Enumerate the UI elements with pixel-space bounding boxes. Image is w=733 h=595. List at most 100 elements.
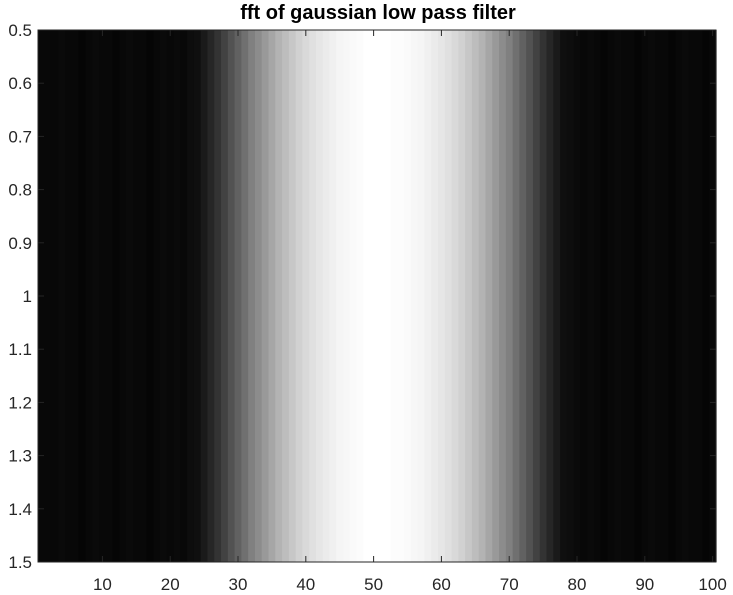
heatmap-cell (214, 30, 222, 562)
heatmap-cell (702, 30, 710, 562)
heatmap-cell (51, 30, 59, 562)
heatmap-cell (254, 30, 263, 562)
heatmap-cell (593, 30, 602, 562)
heatmap-cell (410, 30, 419, 562)
heatmap-cell (234, 30, 242, 562)
y-tick-label: 0.9 (8, 234, 32, 253)
heatmap-cell (78, 30, 87, 562)
x-tick-label: 50 (364, 575, 383, 594)
heatmap-cell (288, 30, 297, 562)
x-tick-label: 80 (568, 575, 587, 594)
heatmap-cell (329, 30, 337, 562)
heatmap-cell (383, 30, 392, 562)
heatmap-cell (607, 30, 615, 562)
heatmap-cell (465, 30, 473, 562)
heatmap-cell (160, 30, 168, 562)
heatmap-cell (71, 30, 80, 562)
heatmap-cell (682, 30, 690, 562)
heatmap-cell (526, 30, 534, 562)
heatmap-cell (139, 30, 148, 562)
y-tick-label: 1 (23, 287, 32, 306)
x-axis: 10 20 30 40 50 60 70 80 90 100 (93, 30, 727, 594)
heatmap-cell (349, 30, 358, 562)
heatmap-cell (587, 30, 595, 562)
heatmap-cell (478, 30, 487, 562)
heatmap-cell (573, 30, 581, 562)
heatmap-cell (499, 30, 507, 562)
heatmap-cell (227, 30, 236, 562)
y-tick-label: 0.7 (8, 127, 32, 146)
heatmap-cell (370, 30, 378, 562)
heatmap-cell (119, 30, 127, 562)
heatmap-cell (641, 30, 649, 562)
heatmap-cell (282, 30, 290, 562)
heatmap-cell (546, 30, 554, 562)
heatmap-cell (566, 30, 575, 562)
heatmap-cell (58, 30, 66, 562)
y-axis: 0.5 0.6 0.7 0.8 0.9 1 1.1 1.2 1.3 1.4 1.5 (8, 21, 716, 572)
heatmap-cell (336, 30, 344, 562)
heatmap-cell (444, 30, 453, 562)
heatmap-cell (654, 30, 663, 562)
heatmap-cell (675, 30, 683, 562)
y-tick-label: 1.5 (8, 553, 32, 572)
heatmap-cell (112, 30, 120, 562)
heatmap-cell (634, 30, 643, 562)
y-tick-label: 1.1 (8, 340, 32, 359)
heatmap-cell (153, 30, 161, 562)
y-tick-label: 0.8 (8, 181, 32, 200)
chart-title: fft of gaussian low pass filter (240, 2, 516, 24)
heatmap-cell (471, 30, 480, 562)
heatmap-cell (627, 30, 636, 562)
heatmap-cell (431, 30, 439, 562)
heatmap-cell (688, 30, 697, 562)
heatmap-cell (580, 30, 588, 562)
heatmap-cell (614, 30, 622, 562)
heatmap-cell (512, 30, 520, 562)
heatmap-cell (315, 30, 324, 562)
heatmap-cells (38, 30, 717, 562)
heatmap-cell (600, 30, 609, 562)
heatmap-cell (485, 30, 493, 562)
heatmap-cell (492, 30, 500, 562)
heatmap-cell (275, 30, 283, 562)
x-tick-label: 20 (161, 575, 180, 594)
heatmap-cell (207, 30, 215, 562)
heatmap-cell (166, 30, 175, 562)
x-tick-label: 40 (296, 575, 315, 594)
heatmap-cell (621, 30, 629, 562)
heatmap-cell (539, 30, 548, 562)
heatmap-cell (261, 30, 270, 562)
x-tick-label: 70 (500, 575, 519, 594)
heatmap-cell (532, 30, 541, 562)
y-tick-label: 1.3 (8, 447, 32, 466)
heatmap-cell (553, 30, 561, 562)
y-tick-label: 0.5 (8, 21, 32, 40)
heatmap-cell (417, 30, 426, 562)
heatmap-cell (458, 30, 466, 562)
heatmap-cell (105, 30, 114, 562)
y-tick-label: 0.6 (8, 74, 32, 93)
heatmap-cell (343, 30, 351, 562)
heatmap-cell (377, 30, 385, 562)
heatmap-cell (132, 30, 141, 562)
heatmap-cell (99, 30, 107, 562)
heatmap-cell (44, 30, 53, 562)
heatmap-cell (661, 30, 670, 562)
heatmap-cell (404, 30, 412, 562)
heatmap-cell (668, 30, 676, 562)
heatmap-cell (356, 30, 365, 562)
heatmap-cell (505, 30, 514, 562)
heatmap-cell (187, 30, 195, 562)
heatmap-cell (519, 30, 527, 562)
x-tick-label: 10 (93, 575, 112, 594)
heatmap-cell (438, 30, 446, 562)
heatmap-cell (146, 30, 154, 562)
heatmap-cell (295, 30, 304, 562)
heatmap-cell (390, 30, 398, 562)
heatmap-cell (424, 30, 432, 562)
heatmap-cell (65, 30, 73, 562)
heatmap-cell (695, 30, 704, 562)
heatmap-cell (241, 30, 249, 562)
y-tick-label: 1.2 (8, 393, 32, 412)
